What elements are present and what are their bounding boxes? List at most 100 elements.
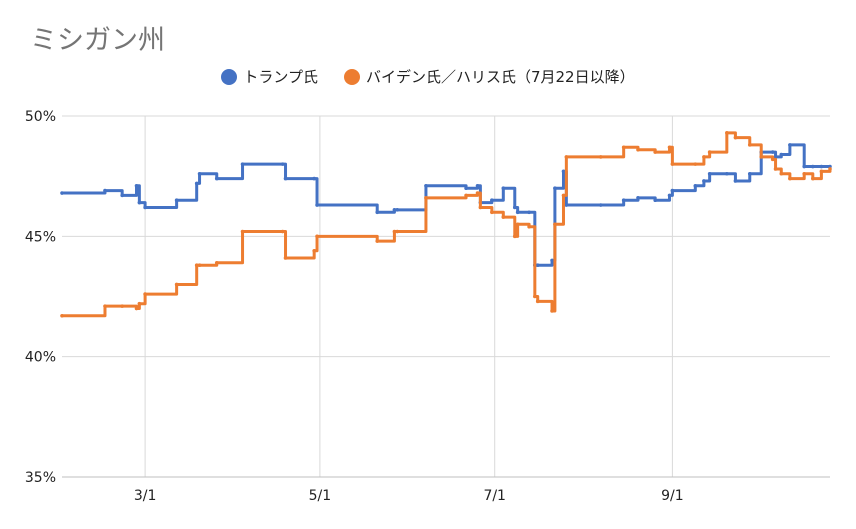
data-point-biden-harris: [103, 304, 107, 308]
data-point-trump: [788, 143, 792, 147]
data-point-trump: [103, 188, 107, 193]
data-point-biden-harris: [621, 145, 626, 150]
data-point-trump: [283, 176, 288, 181]
data-point-biden-harris: [120, 304, 124, 308]
data-point-biden-harris: [811, 176, 815, 181]
data-point-trump: [392, 208, 397, 212]
legend-marker-trump: [221, 68, 238, 85]
data-point-trump: [527, 210, 531, 215]
data-point-biden-harris: [759, 155, 764, 159]
legend-label-trump: トランプ氏: [243, 68, 318, 86]
data-point-trump: [240, 162, 245, 166]
data-point-biden-harris: [475, 191, 480, 195]
data-point-biden-harris: [693, 162, 698, 166]
data-point-trump: [693, 183, 698, 188]
data-point-biden-harris: [214, 261, 219, 265]
data-point-biden-harris: [819, 169, 824, 174]
data-point-trump: [747, 171, 752, 176]
legend-label-biden-harris: バイデン氏／ハリス氏（7月22日以降）: [365, 68, 635, 86]
data-point-biden-harris: [553, 222, 557, 227]
data-point-trump: [653, 198, 657, 203]
data-point-biden-harris: [653, 150, 657, 154]
data-point-biden-harris: [667, 145, 672, 150]
data-point-trump: [490, 198, 494, 203]
data-point-biden-harris: [788, 176, 792, 181]
data-point-biden-harris: [747, 143, 752, 147]
data-point-biden-harris: [424, 196, 428, 200]
data-point-biden-harris: [197, 263, 202, 268]
data-point-trump: [214, 176, 219, 181]
data-point-biden-harris: [550, 309, 554, 313]
data-point-trump: [120, 193, 124, 198]
data-point-biden-harris: [527, 224, 531, 229]
y-tick-label: 35%: [25, 470, 56, 486]
data-point-biden-harris: [636, 147, 640, 152]
legend-item-biden-harris: バイデン氏／ハリス氏（7月22日以降）: [343, 66, 635, 87]
data-point-biden-harris: [464, 193, 468, 198]
data-point-trump: [564, 203, 569, 207]
data-point-trump: [553, 186, 557, 190]
data-point-trump: [733, 179, 738, 183]
data-point-trump: [535, 263, 540, 268]
data-point-biden-harris: [533, 294, 537, 299]
data-point-biden-harris: [134, 306, 139, 311]
data-point-trump: [194, 181, 199, 186]
data-point-biden-harris: [392, 229, 397, 234]
data-point-biden-harris: [174, 282, 179, 287]
data-point-trump: [802, 164, 807, 169]
data-point-trump: [375, 210, 380, 215]
data-point-biden-harris: [535, 299, 540, 304]
data-point-trump: [667, 193, 672, 198]
data-point-trump: [550, 258, 554, 263]
data-point-trump: [512, 205, 517, 210]
data-point-biden-harris: [143, 292, 147, 296]
data-point-biden-harris: [280, 229, 285, 234]
data-point-trump: [395, 208, 400, 212]
data-point-biden-harris: [312, 248, 316, 253]
data-point-trump: [464, 186, 468, 190]
data-point-trump: [475, 183, 480, 188]
data-point-trump: [621, 198, 626, 203]
y-tick-label: 45%: [25, 229, 56, 245]
data-point-trump: [702, 179, 706, 183]
legend-marker-biden-harris: [343, 68, 360, 85]
data-point-trump: [636, 196, 640, 200]
data-point-trump: [134, 183, 139, 188]
data-point-trump: [501, 186, 506, 190]
series-line-biden-harris: [62, 131, 832, 318]
data-point-biden-harris: [561, 193, 566, 198]
data-point-trump: [770, 150, 775, 154]
data-point-trump: [60, 191, 64, 195]
y-tick-label: 40%: [25, 350, 56, 366]
series-line-trump: [62, 143, 830, 267]
data-point-trump: [197, 171, 202, 176]
data-point-trump: [137, 200, 142, 205]
data-point-biden-harris: [598, 155, 603, 159]
legend: トランプ氏 バイデン氏／ハリス氏（7月22日以降）: [0, 66, 856, 87]
data-point-biden-harris: [733, 135, 738, 140]
data-point-biden-harris: [707, 150, 712, 154]
data-point-trump: [315, 203, 319, 207]
data-point-biden-harris: [490, 210, 494, 215]
data-point-trump: [707, 171, 712, 176]
data-point-biden-harris: [702, 155, 706, 159]
chart-title: ミシガン州: [30, 25, 165, 56]
data-point-biden-harris: [137, 301, 142, 306]
data-point-trump: [424, 183, 428, 188]
data-point-biden-harris: [60, 313, 64, 318]
data-point-trump: [598, 203, 603, 207]
data-point-biden-harris: [194, 263, 199, 268]
data-point-trump: [515, 210, 520, 215]
data-point-biden-harris: [512, 234, 517, 239]
data-point-biden-harris: [395, 229, 400, 234]
data-point-trump: [811, 164, 815, 169]
data-point-trump: [143, 205, 147, 210]
data-point-biden-harris: [779, 171, 784, 176]
data-point-trump: [312, 176, 316, 181]
data-point-trump: [725, 171, 729, 176]
data-point-biden-harris: [773, 167, 778, 171]
data-point-biden-harris: [828, 167, 832, 171]
data-point-trump: [670, 188, 675, 193]
data-point-trump: [773, 155, 778, 159]
